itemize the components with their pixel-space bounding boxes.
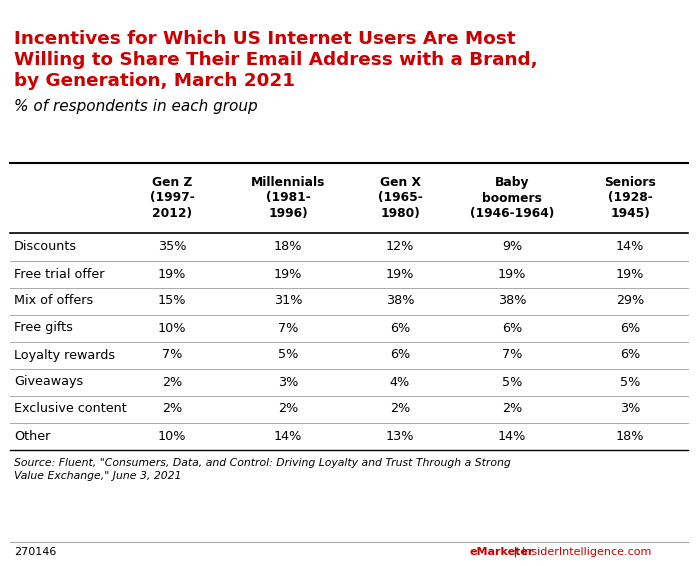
- Text: 13%: 13%: [386, 430, 414, 443]
- Text: 2%: 2%: [162, 375, 182, 388]
- Text: 14%: 14%: [274, 430, 302, 443]
- Text: 29%: 29%: [616, 294, 644, 307]
- Text: % of respondents in each group: % of respondents in each group: [14, 99, 258, 114]
- Text: 18%: 18%: [274, 241, 302, 254]
- Text: 2%: 2%: [390, 402, 410, 415]
- Text: Other: Other: [14, 430, 50, 443]
- Text: Mix of offers: Mix of offers: [14, 294, 94, 307]
- Text: by Generation, March 2021: by Generation, March 2021: [14, 72, 295, 90]
- Text: Loyalty rewards: Loyalty rewards: [14, 349, 115, 362]
- Text: Source: Fluent, "Consumers, Data, and Control: Driving Loyalty and Trust Through: Source: Fluent, "Consumers, Data, and Co…: [14, 457, 511, 481]
- Text: Baby
boomers
(1946-1964): Baby boomers (1946-1964): [470, 176, 554, 220]
- Text: 6%: 6%: [502, 321, 522, 335]
- Text: 19%: 19%: [386, 268, 414, 281]
- Text: 3%: 3%: [278, 375, 298, 388]
- Text: 7%: 7%: [278, 321, 298, 335]
- Text: 4%: 4%: [390, 375, 410, 388]
- Text: Incentives for Which US Internet Users Are Most: Incentives for Which US Internet Users A…: [14, 30, 516, 48]
- Text: 6%: 6%: [390, 349, 410, 362]
- Text: 2%: 2%: [278, 402, 298, 415]
- Text: 3%: 3%: [620, 402, 640, 415]
- Text: Exclusive content: Exclusive content: [14, 402, 127, 415]
- Text: 12%: 12%: [386, 241, 414, 254]
- Text: 9%: 9%: [502, 241, 522, 254]
- Text: Giveaways: Giveaways: [14, 375, 83, 388]
- Text: 6%: 6%: [390, 321, 410, 335]
- Text: 38%: 38%: [386, 294, 414, 307]
- Text: 7%: 7%: [162, 349, 182, 362]
- Text: 2%: 2%: [162, 402, 182, 415]
- Text: Millennials
(1981-
1996): Millennials (1981- 1996): [251, 176, 325, 220]
- Text: 19%: 19%: [498, 268, 526, 281]
- Text: 35%: 35%: [158, 241, 186, 254]
- Text: 6%: 6%: [620, 349, 640, 362]
- Text: 38%: 38%: [498, 294, 526, 307]
- Text: Free gifts: Free gifts: [14, 321, 73, 335]
- Text: 31%: 31%: [274, 294, 302, 307]
- Text: 7%: 7%: [502, 349, 522, 362]
- Text: |: |: [510, 547, 521, 558]
- Text: Discounts: Discounts: [14, 241, 77, 254]
- Text: Free trial offer: Free trial offer: [14, 268, 105, 281]
- Text: eMarketer: eMarketer: [470, 547, 535, 557]
- Text: 19%: 19%: [158, 268, 186, 281]
- Text: 270146: 270146: [14, 547, 57, 557]
- Text: 18%: 18%: [616, 430, 644, 443]
- Text: 10%: 10%: [158, 430, 186, 443]
- Text: 10%: 10%: [158, 321, 186, 335]
- Text: 14%: 14%: [498, 430, 526, 443]
- Text: 5%: 5%: [620, 375, 640, 388]
- Text: 5%: 5%: [502, 375, 522, 388]
- Text: 2%: 2%: [502, 402, 522, 415]
- Text: Gen Z
(1997-
2012): Gen Z (1997- 2012): [149, 176, 194, 220]
- Text: Seniors
(1928-
1945): Seniors (1928- 1945): [604, 176, 656, 220]
- Text: InsiderIntelligence.com: InsiderIntelligence.com: [522, 547, 653, 557]
- Text: 5%: 5%: [278, 349, 298, 362]
- Text: 14%: 14%: [616, 241, 644, 254]
- Text: 19%: 19%: [274, 268, 302, 281]
- Text: Willing to Share Their Email Address with a Brand,: Willing to Share Their Email Address wit…: [14, 51, 537, 69]
- Text: 6%: 6%: [620, 321, 640, 335]
- Text: Gen X
(1965-
1980): Gen X (1965- 1980): [378, 176, 422, 220]
- Text: 19%: 19%: [616, 268, 644, 281]
- Text: 15%: 15%: [158, 294, 186, 307]
